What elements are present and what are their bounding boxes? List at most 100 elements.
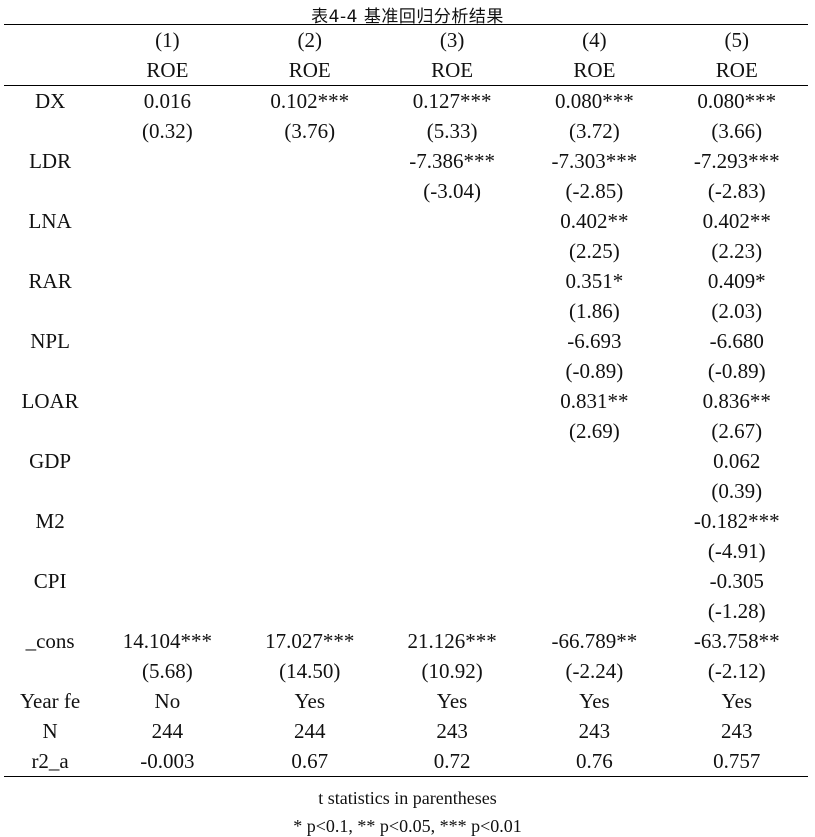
tstat-row: (1.86) (2.03) [4, 296, 808, 326]
stat-row: N 244 244 243 243 243 [4, 716, 808, 746]
variable-label: _cons [25, 629, 75, 653]
tstat-cell: (0.39) [711, 479, 763, 503]
tstat-cell [381, 476, 523, 506]
coef-cell [523, 566, 665, 596]
coef-cell [96, 506, 238, 536]
coef-cell [381, 506, 523, 536]
tstat-cell: (1.86) [569, 299, 620, 323]
tstat-cell [96, 236, 238, 266]
variable-label-blank [4, 536, 96, 566]
coef-cell: -7.303*** [551, 149, 638, 173]
coef-cell: 0.402** [702, 209, 771, 233]
column-number: (1) [96, 24, 239, 55]
stat-row: Year fe No Yes Yes Yes Yes [4, 686, 808, 716]
coef-row: NPL -6.693 -6.680 [4, 326, 808, 356]
header-row-numbers: (1) (2) (3) (4) (5) [4, 24, 808, 55]
tstat-cell: (5.33) [426, 119, 478, 143]
tstat-cell [96, 476, 238, 506]
coef-row: LDR -7.386*** -7.303*** -7.293*** [4, 146, 808, 176]
tstat-row: (0.39) [4, 476, 808, 506]
column-depvar: ROE [380, 55, 524, 86]
stat-cell: 243 [721, 719, 753, 743]
coef-row: CPI -0.305 [4, 566, 808, 596]
tstat-cell [381, 236, 523, 266]
tstat-row: (-1.28) [4, 596, 808, 626]
coef-cell: -0.305 [709, 569, 764, 593]
variable-label-blank [4, 176, 96, 206]
header-corner [4, 24, 97, 55]
variable-label: LNA [28, 209, 72, 233]
variable-label: CPI [33, 569, 67, 593]
tstat-row: (5.68) (14.50) (10.92) (-2.24) (-2.12) [4, 656, 808, 686]
coef-cell [381, 206, 523, 236]
tstat-cell [96, 596, 238, 626]
tstat-cell: (-1.28) [707, 599, 766, 623]
tstat-row: (-4.91) [4, 536, 808, 566]
variable-label-blank [4, 116, 96, 146]
tstat-cell [523, 476, 665, 506]
table-caption: 表4-4 基准回归分析结果 [311, 7, 504, 27]
variable-label: RAR [28, 269, 72, 293]
coef-cell [96, 386, 238, 416]
coef-row: RAR 0.351* 0.409* [4, 266, 808, 296]
stat-cell: No [154, 689, 181, 713]
coef-cell: 0.409* [707, 269, 766, 293]
variable-label: NPL [30, 329, 70, 353]
variable-label-blank [4, 596, 96, 626]
tstat-cell: (-2.12) [707, 659, 766, 683]
stat-cell: 243 [578, 719, 611, 743]
tstat-cell [523, 596, 665, 626]
tstat-cell: (2.25) [569, 239, 620, 263]
tstat-cell: (3.66) [711, 119, 763, 143]
coef-cell [239, 326, 381, 356]
stat-cell: Yes [294, 689, 326, 713]
coef-cell [523, 446, 665, 476]
coef-cell [96, 266, 238, 296]
coef-row: DX 0.016 0.102*** 0.127*** 0.080*** 0.080*** [4, 85, 808, 116]
coef-cell: -63.758** [693, 629, 780, 653]
tstat-cell: (-3.04) [423, 179, 481, 203]
coef-cell [239, 386, 381, 416]
stat-cell: 0.76 [523, 746, 666, 777]
variable-label: DX [4, 85, 97, 116]
coef-cell: 0.080*** [523, 85, 666, 116]
tstat-cell: (-0.89) [565, 359, 624, 383]
variable-label: M2 [35, 509, 65, 533]
tstat-cell: (-2.83) [707, 179, 766, 203]
variable-label-blank [4, 236, 96, 266]
tstat-cell: (10.92) [421, 659, 483, 683]
coef-cell [239, 206, 381, 236]
tstat-cell [96, 356, 238, 386]
variable-label-blank [4, 356, 96, 386]
coef-cell [381, 446, 523, 476]
tstat-cell: (0.32) [142, 119, 193, 143]
tstat-cell [96, 176, 238, 206]
tstat-cell [239, 296, 381, 326]
tstat-cell: (5.68) [142, 659, 193, 683]
tstat-cell [381, 536, 523, 566]
coef-cell: 0.836** [702, 389, 771, 413]
coef-cell [96, 206, 238, 236]
tstat-cell: (14.50) [279, 659, 341, 683]
stat-cell: 0.72 [380, 746, 524, 777]
coef-cell: -0.182*** [693, 509, 780, 533]
tstat-cell: (3.72) [569, 119, 620, 143]
coef-cell: 0.062 [713, 449, 761, 473]
stat-cell: -0.003 [96, 746, 239, 777]
tstat-cell [239, 536, 381, 566]
table-note-significance: * p<0.1, ** p<0.05, *** p<0.01 [293, 816, 522, 836]
stat-cell: 0.757 [665, 746, 808, 777]
variable-label-blank [4, 416, 96, 446]
stat-label: N [42, 719, 58, 743]
tstat-cell: (2.69) [569, 419, 620, 443]
coef-cell [239, 146, 381, 176]
coef-cell: 0.402** [560, 209, 629, 233]
coef-cell: 0.127*** [380, 85, 524, 116]
column-depvar: ROE [665, 55, 808, 86]
stat-cell: Yes [721, 689, 753, 713]
tstat-cell [239, 476, 381, 506]
variable-label-blank [4, 296, 96, 326]
tstat-cell [239, 176, 381, 206]
stat-label: r2_a [4, 746, 97, 777]
tstat-cell [381, 596, 523, 626]
